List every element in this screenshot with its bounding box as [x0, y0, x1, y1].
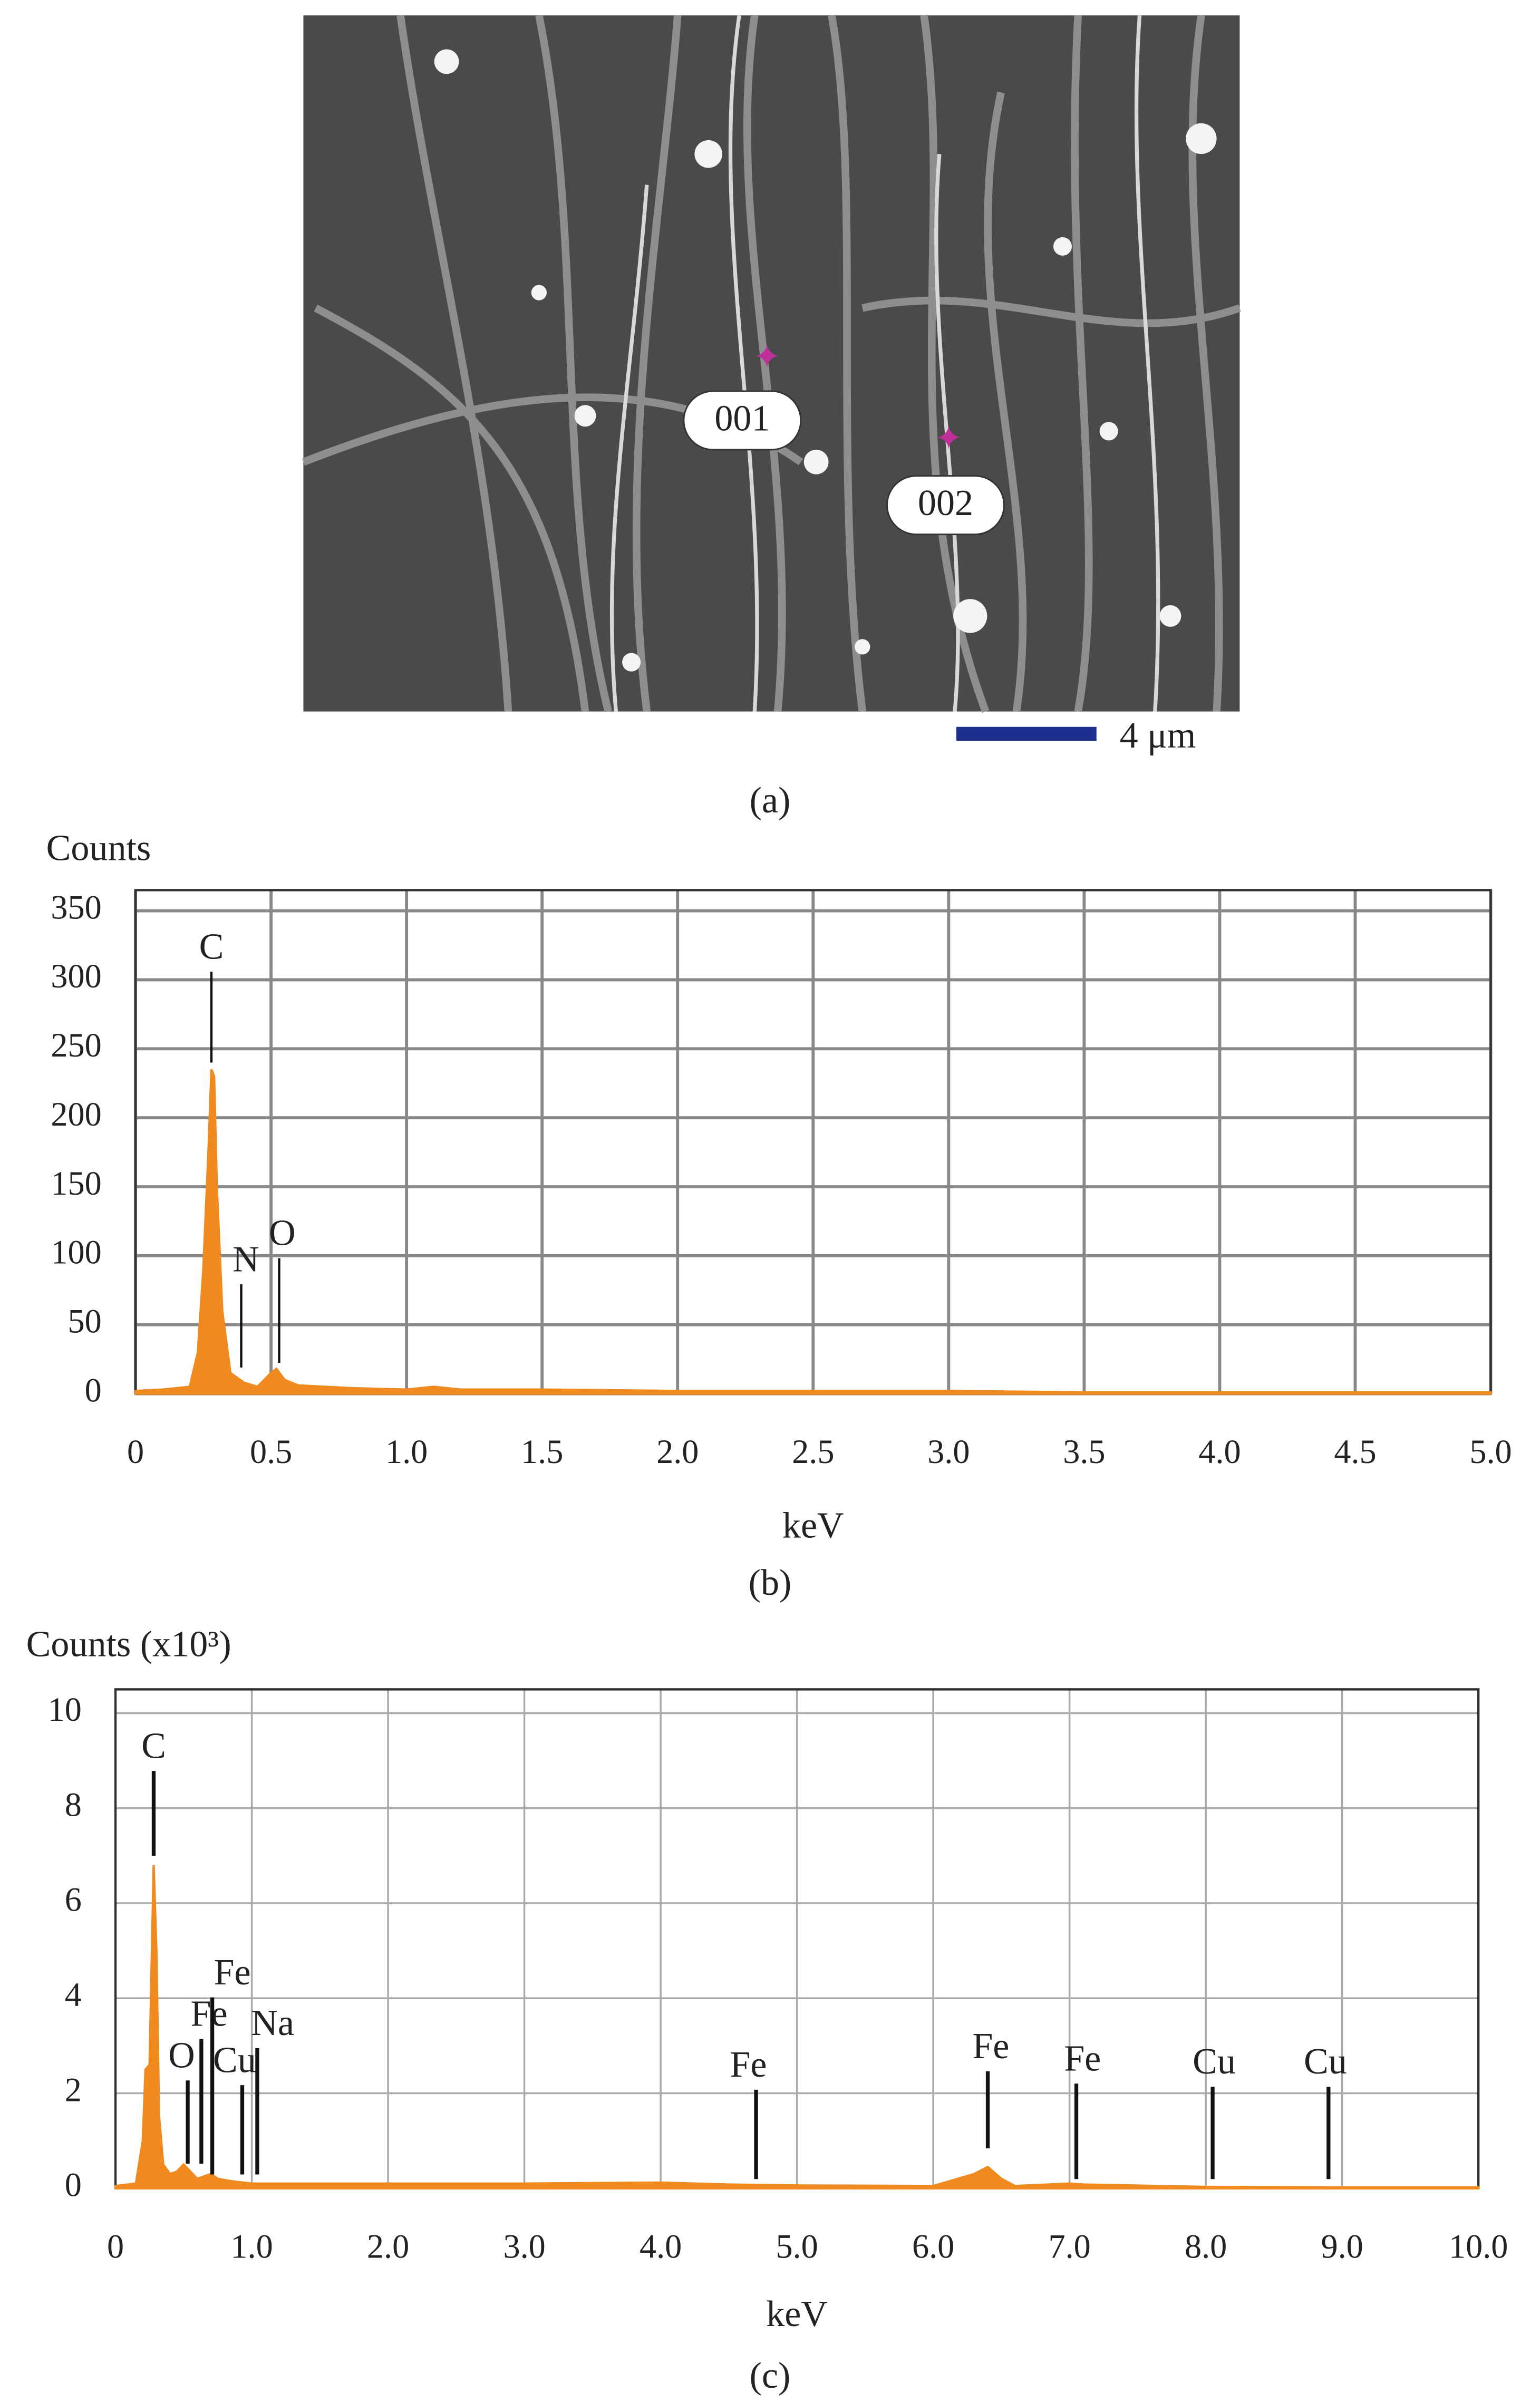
x-tick-label: 4.0 — [1198, 1433, 1241, 1470]
scale-bar — [956, 726, 1097, 741]
spectrum — [114, 1865, 1480, 2189]
y-tick-label: 8 — [65, 1786, 82, 1823]
peak-label: O — [269, 1213, 296, 1254]
x-tick-label: 10.0 — [1449, 2227, 1508, 2265]
x-tick-label: 5.0 — [776, 2227, 818, 2265]
y-axis-label: Counts — [46, 828, 151, 868]
y-tick-label: 250 — [51, 1026, 101, 1064]
y-tick-label: 100 — [51, 1234, 101, 1271]
y-tick-label: 300 — [51, 957, 101, 995]
x-axis-label: keV — [782, 1506, 844, 1546]
x-tick-label: 0 — [127, 1433, 144, 1470]
peak-label: N — [233, 1239, 259, 1280]
x-tick-label: 1.0 — [230, 2227, 273, 2265]
y-tick-label: 0 — [65, 2166, 82, 2204]
peak-label: Fe — [190, 1994, 227, 2034]
x-tick-label: 1.5 — [521, 1433, 563, 1470]
peak-label: Na — [251, 2003, 294, 2043]
x-tick-label: 2.0 — [367, 2227, 409, 2265]
x-tick-label: 6.0 — [912, 2227, 954, 2265]
x-tick-label: 3.0 — [503, 2227, 545, 2265]
peak-label: Fe — [1064, 2038, 1101, 2079]
x-tick-label: 8.0 — [1185, 2227, 1227, 2265]
caption: (c) — [750, 2356, 791, 2396]
x-tick-label: 4.5 — [1334, 1433, 1376, 1470]
peak-label: Fe — [730, 2045, 767, 2085]
y-tick-label: 6 — [65, 1881, 82, 1918]
y-tick-label: 200 — [51, 1096, 101, 1133]
peak-label: Cu — [1193, 2041, 1236, 2082]
y-tick-label: 50 — [68, 1302, 102, 1340]
y-tick-label: 150 — [51, 1165, 101, 1202]
caption: (a) — [750, 780, 791, 821]
spectrum — [134, 1069, 1492, 1395]
x-tick-label: 0 — [107, 2227, 124, 2265]
peak-label: Cu — [213, 2040, 256, 2080]
x-tick-label: 4.0 — [640, 2227, 682, 2265]
sem-image: ✦ ✦ 001 002 — [302, 14, 1241, 713]
particles — [434, 49, 1217, 672]
label-box — [683, 390, 802, 451]
point-marker: ✦ — [934, 420, 963, 457]
caption: (b) — [749, 1563, 792, 1603]
x-tick-label: 7.0 — [1048, 2227, 1090, 2265]
x-tick-label: 3.0 — [927, 1433, 970, 1470]
x-tick-label: 0.5 — [250, 1433, 292, 1470]
x-tick-label: 5.0 — [1469, 1433, 1512, 1470]
y-tick-label: 350 — [51, 888, 101, 926]
x-tick-label: 3.5 — [1063, 1433, 1105, 1470]
point-marker: ✦ — [753, 338, 781, 375]
point-label: 001 — [714, 398, 770, 439]
x-tick-label: 9.0 — [1321, 2227, 1363, 2265]
point-label: 002 — [918, 483, 973, 524]
x-axis-label: keV — [766, 2294, 828, 2334]
x-tick-label: 2.0 — [656, 1433, 699, 1470]
label-box — [886, 475, 1005, 536]
y-tick-label: 2 — [65, 2071, 82, 2108]
y-axis-label: Counts (x10³) — [26, 1624, 231, 1665]
peak-label: Cu — [1304, 2041, 1347, 2082]
peak-label: Fe — [972, 2026, 1009, 2067]
x-tick-label: 1.0 — [385, 1433, 428, 1470]
x-tick-label: 2.5 — [792, 1433, 834, 1470]
scale-bar-label: 4 μm — [1120, 715, 1196, 756]
y-tick-label: 4 — [65, 1976, 82, 2013]
peak-label: C — [199, 926, 224, 967]
y-tick-label: 0 — [85, 1371, 102, 1409]
peak-label: C — [141, 1726, 166, 1766]
y-tick-label: 10 — [48, 1691, 82, 1728]
peak-label: O — [168, 2036, 195, 2076]
bright-fibers — [609, 15, 1160, 712]
peak-label: Fe — [214, 1952, 251, 1993]
